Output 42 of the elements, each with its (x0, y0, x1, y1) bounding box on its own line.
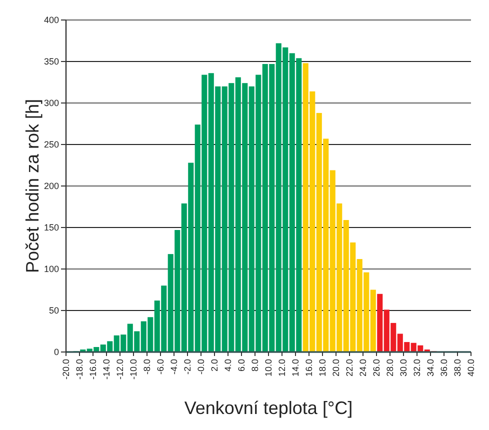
x-tick-label: 20.0 (331, 359, 342, 377)
x-tick-label: 32.0 (412, 359, 422, 377)
x-tick-label: -6.0 (156, 359, 166, 375)
x-tick-label: 8.0 (250, 359, 260, 372)
y-tick-label: 50 (48, 306, 59, 316)
x-tick-label: 26.0 (372, 359, 382, 377)
x-tick-label: 16.0 (304, 359, 314, 377)
x-tick-label: 30.0 (398, 359, 409, 377)
x-tick-label: 22.0 (344, 359, 355, 377)
x-tick-label: 12.0 (277, 359, 288, 377)
x-tick-label: 6.0 (236, 359, 247, 372)
x-tick-label: -14.0 (102, 359, 112, 380)
x-tick-label: -12.0 (115, 359, 126, 380)
x-tick-label: -18.0 (74, 359, 85, 380)
x-tick-label: -2.0 (182, 359, 193, 375)
y-tick-label: 250 (44, 140, 59, 150)
x-tick-label: 28.0 (385, 359, 396, 377)
x-tick-label: -10.0 (128, 359, 139, 380)
y-axis-title: Počet hodin za rok [h] (22, 98, 42, 274)
x-tick-label: -16.0 (88, 359, 98, 380)
x-tick-label: -20.0 (61, 359, 72, 380)
x-tick-label: 10.0 (264, 359, 274, 377)
x-tick-label: 14.0 (290, 359, 301, 377)
y-tick-label: 350 (44, 56, 59, 67)
x-tick-label: 18.0 (318, 359, 328, 377)
y-tick-label: 100 (44, 264, 59, 274)
y-tick-label: 300 (44, 98, 59, 108)
x-tick-label: -8.0 (142, 359, 152, 375)
x-tick-label: 36.0 (439, 359, 450, 377)
x-tick-label: 40.0 (466, 359, 476, 377)
x-axis-title: Venkovní teplota [°C] (184, 398, 353, 418)
x-tick-label: 2.0 (210, 359, 220, 372)
y-tick-label: 0 (54, 347, 59, 358)
x-tick-label: 38.0 (452, 359, 463, 377)
y-tick-label: 200 (44, 181, 59, 192)
x-tick-label: -0.0 (196, 359, 206, 375)
x-tick-label: 24.0 (358, 359, 368, 377)
y-tick-label: 400 (44, 15, 59, 26)
y-tick-label: 150 (44, 222, 59, 233)
x-tick-label: 34.0 (426, 359, 436, 377)
x-tick-label: 4.0 (223, 359, 234, 372)
x-tick-label: -4.0 (169, 359, 180, 375)
